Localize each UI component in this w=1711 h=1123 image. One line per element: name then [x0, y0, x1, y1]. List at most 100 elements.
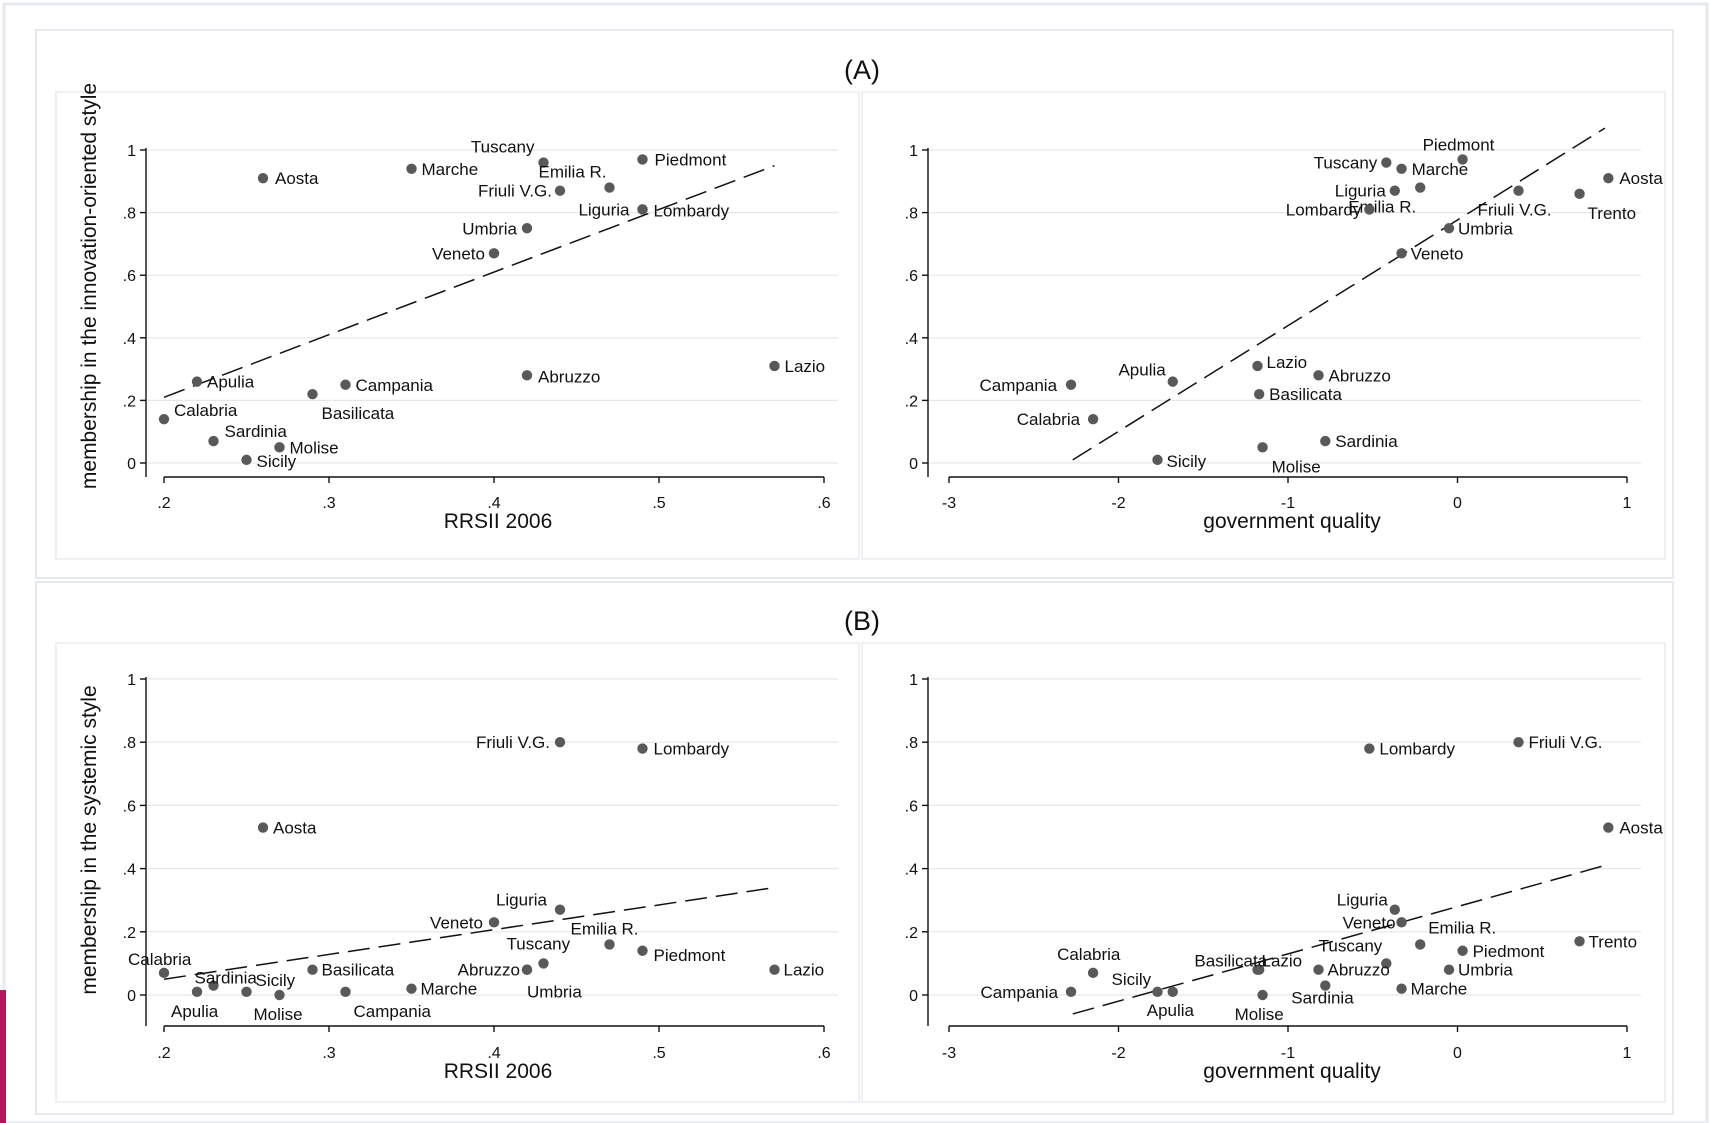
point-label-abruzzo: Abruzzo — [538, 367, 600, 386]
point-label-friuli-v-g: Friuli V.G. — [476, 733, 550, 752]
point-calabria — [158, 967, 170, 979]
scatter-innovation-vs-rrsii: 0 .2 .4 .6 .8 1 .2 .3 .4 .5 .6 RRSII 2006 membership… — [78, 83, 838, 533]
point-molise — [1257, 442, 1268, 453]
x-tick-label: .3 — [322, 1045, 335, 1062]
point-calabria — [1087, 967, 1099, 979]
x-tick-label: -1 — [1281, 1045, 1295, 1062]
point-label-sicily: Sicily — [1111, 970, 1151, 989]
point-aosta — [257, 172, 269, 184]
point-lombardy — [637, 743, 648, 754]
point-label-piedmont: Piedmont — [1473, 942, 1545, 961]
point-trento — [1574, 188, 1585, 200]
point-label-calabria: Calabria — [128, 950, 192, 969]
y-tick-label: .2 — [905, 925, 918, 942]
point-label-lazio: Lazio — [785, 357, 826, 376]
point-label-basilicata: Basilicata — [1194, 952, 1267, 971]
point-tuscany — [1381, 958, 1392, 969]
point-lombardy — [1364, 743, 1375, 754]
point-lazio — [1252, 360, 1263, 372]
point-umbria — [1443, 964, 1455, 975]
y-tick-label: .2 — [123, 925, 136, 942]
x-axis-title: RRSII 2006 — [444, 1060, 553, 1083]
point-apulia — [191, 376, 203, 387]
point-label-calabria: Calabria — [1017, 410, 1081, 429]
y-tick-label: 1 — [909, 143, 918, 160]
point-label-piedmont: Piedmont — [1423, 135, 1495, 154]
point-label-umbria: Umbria — [462, 219, 517, 238]
point-label-emilia-r: Emilia R. — [1428, 918, 1496, 937]
point-sardinia — [1320, 980, 1331, 991]
point-label-emilia-r: Emilia R. — [571, 919, 639, 938]
point-lazio — [769, 360, 780, 372]
point-sicily — [1152, 986, 1163, 998]
point-label-molise: Molise — [254, 1005, 303, 1024]
fitted-trend-line — [1072, 127, 1606, 461]
point-aosta — [257, 822, 269, 833]
point-label-umbria: Umbria — [1458, 961, 1513, 980]
point-label-apulia: Apulia — [1118, 361, 1166, 380]
point-label-lombardy: Lombardy — [654, 201, 730, 220]
point-campania — [340, 986, 351, 998]
point-campania — [1065, 986, 1077, 998]
point-veneto — [1396, 917, 1407, 928]
point-sicily — [1152, 454, 1163, 466]
y-tick-label: 0 — [909, 456, 918, 473]
point-label-calabria: Calabria — [1057, 945, 1121, 964]
point-marche — [1396, 983, 1407, 994]
point-label-marche: Marche — [421, 980, 478, 999]
point-friuli-v-g — [1513, 185, 1524, 196]
point-label-liguria: Liguria — [578, 200, 630, 219]
y-axis-title: membership in the systemic style — [78, 685, 101, 994]
point-lombardy — [637, 204, 648, 215]
point-label-apulia: Apulia — [171, 1002, 219, 1021]
y-tick-label: .6 — [905, 268, 918, 285]
y-tick-label: .6 — [123, 798, 136, 815]
fitted-trend-line — [163, 164, 775, 398]
point-liguria — [1389, 904, 1400, 915]
x-axis-title: government quality — [1203, 1060, 1381, 1083]
y-tick-label: .8 — [123, 735, 136, 752]
point-piedmont — [637, 945, 648, 956]
point-label-campania: Campania — [980, 376, 1058, 395]
x-tick-label: 1 — [1623, 1045, 1632, 1062]
point-marche — [406, 983, 417, 994]
point-label-marche: Marche — [1412, 160, 1469, 179]
point-veneto — [488, 248, 500, 259]
point-sardinia — [208, 435, 219, 447]
point-basilicata — [307, 388, 318, 400]
point-label-aosta: Aosta — [273, 819, 317, 838]
y-tick-label: .4 — [123, 331, 136, 348]
point-label-tuscany: Tuscany — [507, 934, 571, 953]
point-label-friuli-v-g: Friuli V.G. — [1478, 201, 1552, 220]
point-umbria — [521, 964, 533, 975]
side-accent-bar — [0, 990, 6, 1123]
y-tick-label: .8 — [905, 735, 918, 752]
point-label-apulia: Apulia — [1147, 1001, 1195, 1020]
point-basilicata — [1253, 388, 1265, 400]
point-aosta — [1603, 822, 1614, 833]
x-axis-title: RRSII 2006 — [444, 510, 553, 533]
point-abruzzo — [1313, 370, 1324, 381]
point-label-emilia-r: Emilia R. — [539, 163, 607, 182]
point-label-sardinia: Sardinia — [225, 422, 288, 441]
point-campania — [1065, 379, 1077, 390]
point-label-tuscany: Tuscany — [1314, 154, 1378, 173]
point-tuscany — [538, 958, 549, 969]
point-label-aosta: Aosta — [1619, 819, 1663, 838]
point-label-liguria: Liguria — [496, 891, 548, 910]
point-lazio — [769, 964, 780, 975]
point-label-calabria: Calabria — [174, 401, 238, 420]
point-molise — [1257, 989, 1268, 1001]
scatter-systemic-vs-rrsii: 0 .2 .4 .6 .8 1 .2 .3 .4 .5 .6 RRSII 2006 membership… — [78, 672, 838, 1083]
point-label-veneto: Veneto — [432, 244, 485, 263]
point-veneto — [1396, 248, 1407, 259]
point-label-umbria: Umbria — [1458, 219, 1513, 238]
x-tick-label: 1 — [1623, 495, 1632, 512]
point-label-umbria: Umbria — [527, 983, 582, 1002]
point-label-tuscany: Tuscany — [1319, 936, 1383, 955]
point-label-sicily: Sicily — [256, 971, 296, 990]
point-emilia-r — [1415, 939, 1426, 950]
point-liguria — [1389, 185, 1400, 196]
x-tick-label: -3 — [942, 1045, 956, 1062]
point-label-veneto: Veneto — [430, 913, 483, 932]
